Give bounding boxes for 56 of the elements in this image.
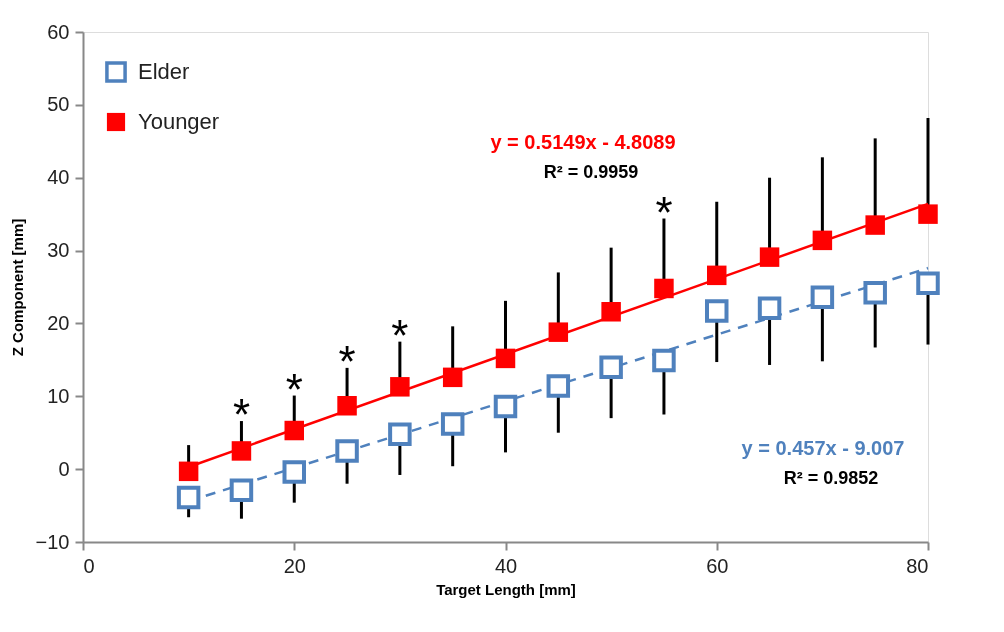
point bbox=[812, 230, 833, 251]
point bbox=[810, 285, 835, 309]
y-tick-label: 0 bbox=[58, 457, 70, 480]
point bbox=[865, 215, 885, 235]
annotation: R² = 0.9852 bbox=[783, 468, 879, 489]
point bbox=[176, 485, 201, 510]
point bbox=[282, 460, 306, 484]
point bbox=[284, 420, 304, 441]
annotation: R² = 0.9959 bbox=[543, 161, 639, 182]
point bbox=[863, 281, 887, 305]
point bbox=[390, 377, 410, 397]
y-tick-label: −10 bbox=[35, 530, 70, 553]
x-axis-title: Target Length [mm] bbox=[436, 580, 576, 598]
point bbox=[178, 461, 199, 482]
legend-label: Younger bbox=[138, 109, 220, 134]
point bbox=[707, 265, 727, 286]
y-tick-label: 20 bbox=[47, 311, 70, 334]
x-tick-label: 40 bbox=[494, 554, 518, 577]
annotation: * bbox=[285, 364, 303, 414]
y-tick-label: 10 bbox=[47, 384, 70, 407]
annotation: * bbox=[232, 390, 250, 440]
x-tick-label: 20 bbox=[283, 554, 306, 577]
y-tick-label: 30 bbox=[47, 239, 70, 262]
point bbox=[493, 394, 518, 419]
y-axis-title: Z Component [mm] bbox=[8, 218, 26, 357]
point bbox=[916, 271, 940, 296]
point bbox=[601, 302, 621, 322]
point bbox=[440, 412, 465, 436]
point bbox=[495, 348, 516, 369]
point bbox=[652, 348, 676, 373]
annotation: y = 0.5149x - 4.8089 bbox=[490, 130, 676, 153]
point bbox=[759, 247, 780, 267]
point bbox=[918, 204, 938, 224]
legend-label: Elder bbox=[138, 59, 190, 84]
point bbox=[546, 374, 571, 398]
point bbox=[388, 422, 412, 446]
x-tick-label: 60 bbox=[706, 554, 729, 577]
point bbox=[337, 396, 357, 416]
x-tick-label: 0 bbox=[83, 554, 95, 577]
annotation: * bbox=[338, 336, 356, 386]
point bbox=[654, 278, 674, 299]
y-tick-label: 50 bbox=[47, 93, 70, 116]
point bbox=[599, 355, 623, 379]
point bbox=[757, 296, 782, 320]
point bbox=[548, 322, 569, 342]
annotation: y = 0.457x - 9.007 bbox=[741, 437, 905, 460]
y-tick-label: 40 bbox=[47, 166, 70, 189]
point bbox=[231, 441, 252, 461]
annotation: * bbox=[391, 310, 409, 360]
point bbox=[705, 299, 729, 323]
point bbox=[229, 478, 254, 503]
annotation: * bbox=[655, 187, 673, 237]
point bbox=[442, 367, 463, 388]
x-tick-label: 80 bbox=[906, 554, 929, 577]
point bbox=[335, 439, 359, 463]
y-tick-label: 60 bbox=[47, 20, 70, 43]
